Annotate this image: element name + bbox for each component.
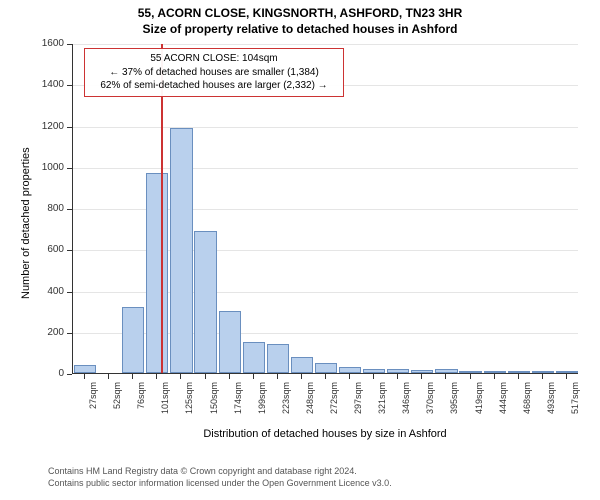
x-tick-label: 370sqm bbox=[425, 382, 435, 422]
x-tick bbox=[542, 374, 543, 379]
chart-container: 55, ACORN CLOSE, KINGSNORTH, ASHFORD, TN… bbox=[0, 0, 600, 500]
x-tick-label: 248sqm bbox=[305, 382, 315, 422]
x-tick-label: 493sqm bbox=[546, 382, 556, 422]
histogram-bar bbox=[556, 371, 578, 373]
y-tick-label: 1600 bbox=[32, 38, 64, 49]
x-tick bbox=[301, 374, 302, 379]
x-tick bbox=[566, 374, 567, 379]
x-tick bbox=[349, 374, 350, 379]
x-tick bbox=[205, 374, 206, 379]
histogram-bar bbox=[363, 369, 385, 373]
x-tick-label: 199sqm bbox=[257, 382, 267, 422]
histogram-bar bbox=[267, 344, 289, 373]
x-tick bbox=[518, 374, 519, 379]
y-tick-label: 200 bbox=[32, 327, 64, 338]
x-tick-label: 223sqm bbox=[281, 382, 291, 422]
histogram-bar bbox=[291, 357, 313, 374]
histogram-bar bbox=[74, 365, 96, 373]
histogram-bar bbox=[339, 367, 361, 373]
x-tick bbox=[132, 374, 133, 379]
x-tick bbox=[229, 374, 230, 379]
grid-line bbox=[73, 127, 578, 128]
histogram-bar bbox=[484, 371, 506, 373]
y-tick-label: 800 bbox=[32, 203, 64, 214]
annotation-line-1: 55 ACORN CLOSE: 104sqm bbox=[91, 52, 337, 66]
x-tick-label: 52sqm bbox=[112, 382, 122, 422]
histogram-bar bbox=[459, 371, 481, 373]
x-tick bbox=[373, 374, 374, 379]
histogram-bar bbox=[532, 371, 554, 373]
x-tick-label: 419sqm bbox=[474, 382, 484, 422]
x-tick bbox=[494, 374, 495, 379]
footer-line-2: Contains public sector information licen… bbox=[48, 478, 392, 490]
x-tick bbox=[325, 374, 326, 379]
histogram-bar bbox=[146, 173, 168, 373]
y-tick bbox=[67, 333, 72, 334]
footer-text: Contains HM Land Registry data © Crown c… bbox=[48, 466, 392, 489]
y-tick bbox=[67, 209, 72, 210]
x-tick-label: 150sqm bbox=[209, 382, 219, 422]
histogram-bar bbox=[435, 369, 457, 373]
x-tick-label: 101sqm bbox=[160, 382, 170, 422]
y-tick-label: 1400 bbox=[32, 79, 64, 90]
x-tick-label: 76sqm bbox=[136, 382, 146, 422]
y-tick bbox=[67, 250, 72, 251]
x-tick bbox=[470, 374, 471, 379]
histogram-bar bbox=[122, 307, 144, 373]
histogram-bar bbox=[315, 363, 337, 373]
title-line-2: Size of property relative to detached ho… bbox=[0, 22, 600, 38]
x-tick bbox=[108, 374, 109, 379]
x-tick-label: 297sqm bbox=[353, 382, 363, 422]
histogram-bar bbox=[387, 369, 409, 373]
y-axis-label: Number of detached properties bbox=[20, 147, 32, 299]
x-tick bbox=[397, 374, 398, 379]
annotation-line-2: ← 37% of detached houses are smaller (1,… bbox=[91, 66, 337, 80]
x-tick bbox=[277, 374, 278, 379]
histogram-bar bbox=[194, 231, 216, 373]
x-tick bbox=[180, 374, 181, 379]
histogram-bar bbox=[411, 370, 433, 373]
y-tick bbox=[67, 127, 72, 128]
y-tick bbox=[67, 292, 72, 293]
y-tick bbox=[67, 44, 72, 45]
y-tick-label: 600 bbox=[32, 244, 64, 255]
x-tick-label: 27sqm bbox=[88, 382, 98, 422]
x-axis-label: Distribution of detached houses by size … bbox=[72, 428, 578, 440]
x-tick-label: 444sqm bbox=[498, 382, 508, 422]
y-tick-label: 0 bbox=[32, 368, 64, 379]
histogram-bar bbox=[508, 371, 530, 373]
grid-line bbox=[73, 168, 578, 169]
y-tick bbox=[67, 168, 72, 169]
histogram-bar bbox=[243, 342, 265, 373]
histogram-bar bbox=[170, 128, 192, 373]
x-tick bbox=[421, 374, 422, 379]
x-tick-label: 125sqm bbox=[184, 382, 194, 422]
x-tick-label: 468sqm bbox=[522, 382, 532, 422]
title-block: 55, ACORN CLOSE, KINGSNORTH, ASHFORD, TN… bbox=[0, 0, 600, 37]
footer-line-1: Contains HM Land Registry data © Crown c… bbox=[48, 466, 392, 478]
annotation-box: 55 ACORN CLOSE: 104sqm ← 37% of detached… bbox=[84, 48, 344, 97]
title-line-1: 55, ACORN CLOSE, KINGSNORTH, ASHFORD, TN… bbox=[0, 6, 600, 22]
y-tick bbox=[67, 374, 72, 375]
x-tick-label: 174sqm bbox=[233, 382, 243, 422]
grid-line bbox=[73, 44, 578, 45]
x-tick bbox=[156, 374, 157, 379]
x-tick-label: 395sqm bbox=[449, 382, 459, 422]
y-tick-label: 1200 bbox=[32, 121, 64, 132]
x-tick-label: 517sqm bbox=[570, 382, 580, 422]
x-tick-label: 272sqm bbox=[329, 382, 339, 422]
y-tick-label: 400 bbox=[32, 286, 64, 297]
x-tick-label: 321sqm bbox=[377, 382, 387, 422]
x-tick bbox=[84, 374, 85, 379]
histogram-bar bbox=[219, 311, 241, 373]
x-tick bbox=[253, 374, 254, 379]
x-tick-label: 346sqm bbox=[401, 382, 411, 422]
x-tick bbox=[445, 374, 446, 379]
y-tick bbox=[67, 85, 72, 86]
annotation-line-3: 62% of semi-detached houses are larger (… bbox=[91, 79, 337, 93]
y-tick-label: 1000 bbox=[32, 162, 64, 173]
